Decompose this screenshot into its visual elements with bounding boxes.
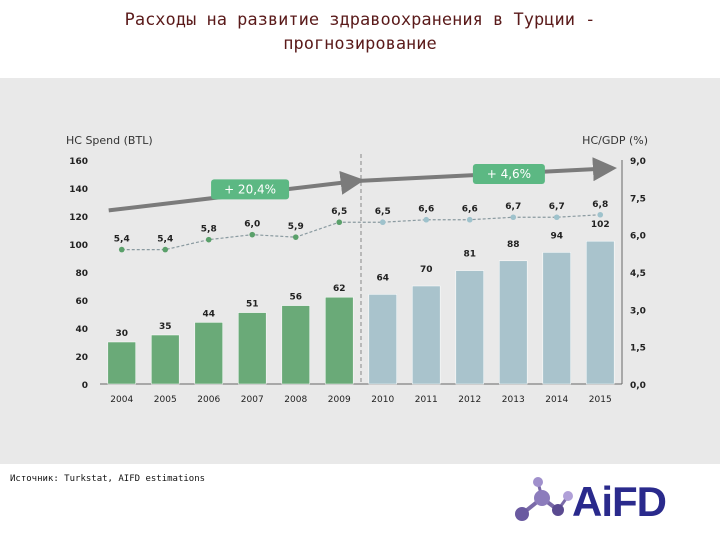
title-line-2: прогнозирование — [283, 34, 437, 54]
bar-data-label: 56 — [289, 293, 302, 303]
line-data-label: 6,5 — [375, 207, 391, 217]
line-series — [121, 214, 601, 251]
x-tick-label: 2010 — [371, 395, 394, 405]
y-left-axis-label: HC Spend (BTL) — [66, 134, 153, 147]
x-tick-label: 2011 — [415, 395, 438, 405]
callout-growth-1-box — [211, 179, 290, 200]
bar — [194, 322, 223, 385]
y-right-tick-label: 3,0 — [630, 306, 646, 316]
y-right-tick-label: 0,0 — [630, 381, 646, 391]
x-tick-label: 2015 — [589, 395, 612, 405]
bar-data-label: 62 — [333, 284, 346, 294]
x-tick-label: 2009 — [328, 395, 351, 405]
y-right-tick-label: 1,5 — [630, 344, 646, 354]
y-left-tick-label: 0 — [82, 381, 88, 391]
line-data-label: 6,8 — [592, 200, 608, 210]
x-tick-label: 2013 — [502, 395, 525, 405]
line-point — [510, 214, 517, 221]
bar-data-label: 44 — [202, 309, 215, 319]
line-point — [553, 214, 560, 221]
bar — [368, 294, 397, 385]
y-right-axis-label: HC/GDP (%) — [582, 134, 648, 147]
line-data-label: 6,7 — [505, 202, 521, 212]
x-tick-label: 2004 — [110, 395, 133, 405]
bar-data-label: 88 — [507, 240, 520, 250]
x-tick-label: 2005 — [154, 395, 177, 405]
y-right-tick-label: 6,0 — [630, 232, 646, 242]
bar — [499, 260, 528, 385]
line-point — [162, 246, 169, 253]
bar — [238, 312, 267, 385]
bar-data-label: 51 — [246, 300, 259, 310]
line-point — [118, 246, 125, 253]
y-left-tick-label: 80 — [75, 269, 88, 279]
line-point — [249, 231, 256, 238]
bar — [455, 270, 484, 385]
y-left-tick-label: 20 — [75, 353, 88, 363]
bar — [325, 296, 354, 385]
y-left-tick-label: 100 — [69, 241, 88, 251]
chart-panel: HC Spend (BTL) HC/GDP (%) 0 20 40 60 80 100 120 1… — [0, 78, 720, 464]
line-point — [205, 236, 212, 243]
bar — [151, 334, 180, 385]
line-point — [597, 211, 604, 218]
y-left-tick-label: 60 — [75, 297, 88, 307]
line-point — [423, 216, 430, 223]
line-data-label: 5,4 — [114, 235, 130, 245]
title-line-1: Расходы на развитие здравоохранения в Ту… — [124, 10, 596, 30]
line-point — [379, 219, 386, 226]
logo-molecule-icon — [515, 477, 573, 521]
bar-data-label: 70 — [420, 265, 433, 275]
line-data-label: 5,4 — [157, 235, 173, 245]
bar — [542, 252, 571, 385]
logo-text: AiFD — [572, 478, 667, 525]
x-tick-label: 2012 — [458, 395, 481, 405]
aifd-logo — [500, 470, 700, 532]
bar — [107, 341, 136, 385]
bar-data-label: 64 — [376, 273, 389, 283]
y-left-tick-label: 140 — [69, 185, 88, 195]
y-right-tick-label: 4,5 — [630, 269, 646, 279]
line-data-label: 6,0 — [244, 220, 260, 230]
line-point — [336, 219, 343, 226]
bar-data-label: 81 — [463, 250, 476, 260]
line-data-label: 6,7 — [549, 202, 565, 212]
bar — [586, 240, 615, 385]
callout-growth-2-box — [472, 164, 545, 184]
line-data-label: 6,6 — [418, 205, 434, 215]
bar-data-label: 94 — [550, 231, 563, 241]
callout-growth-2-text: + 4,6% — [487, 167, 531, 181]
x-tick-label: 2006 — [197, 395, 220, 405]
x-tick-label: 2008 — [284, 395, 307, 405]
slide-title: Расходы на развитие здравоохранения в Ту… — [0, 8, 720, 56]
x-tick-label: 2014 — [545, 395, 568, 405]
line-data-label: 5,8 — [201, 225, 217, 235]
y-left-tick-label: 40 — [75, 325, 88, 335]
bar — [412, 285, 441, 385]
callout-growth-1-text: + 20,4% — [224, 182, 276, 196]
bar — [281, 305, 310, 385]
line-data-label: 6,6 — [462, 205, 478, 215]
line-point — [292, 234, 299, 240]
chart: HC Spend (BTL) HC/GDP (%) 0 20 40 60 80 100 120 1… — [66, 134, 648, 405]
y-right-tick-label: 7,5 — [630, 194, 646, 204]
line-data-label: 6,5 — [331, 207, 347, 217]
y-left-tick-label: 160 — [69, 157, 88, 167]
bar-data-label: 35 — [159, 322, 172, 332]
bar-data-label: 102 — [591, 220, 610, 230]
y-left-tick-label: 120 — [69, 213, 88, 223]
source-note: Источник: Turkstat, AIFD estimations — [10, 474, 206, 484]
line-point — [466, 216, 473, 223]
line-data-label: 5,9 — [288, 222, 304, 232]
x-tick-label: 2007 — [241, 395, 264, 405]
y-right-tick-label: 9,0 — [630, 157, 646, 167]
bar-data-label: 30 — [115, 329, 128, 339]
